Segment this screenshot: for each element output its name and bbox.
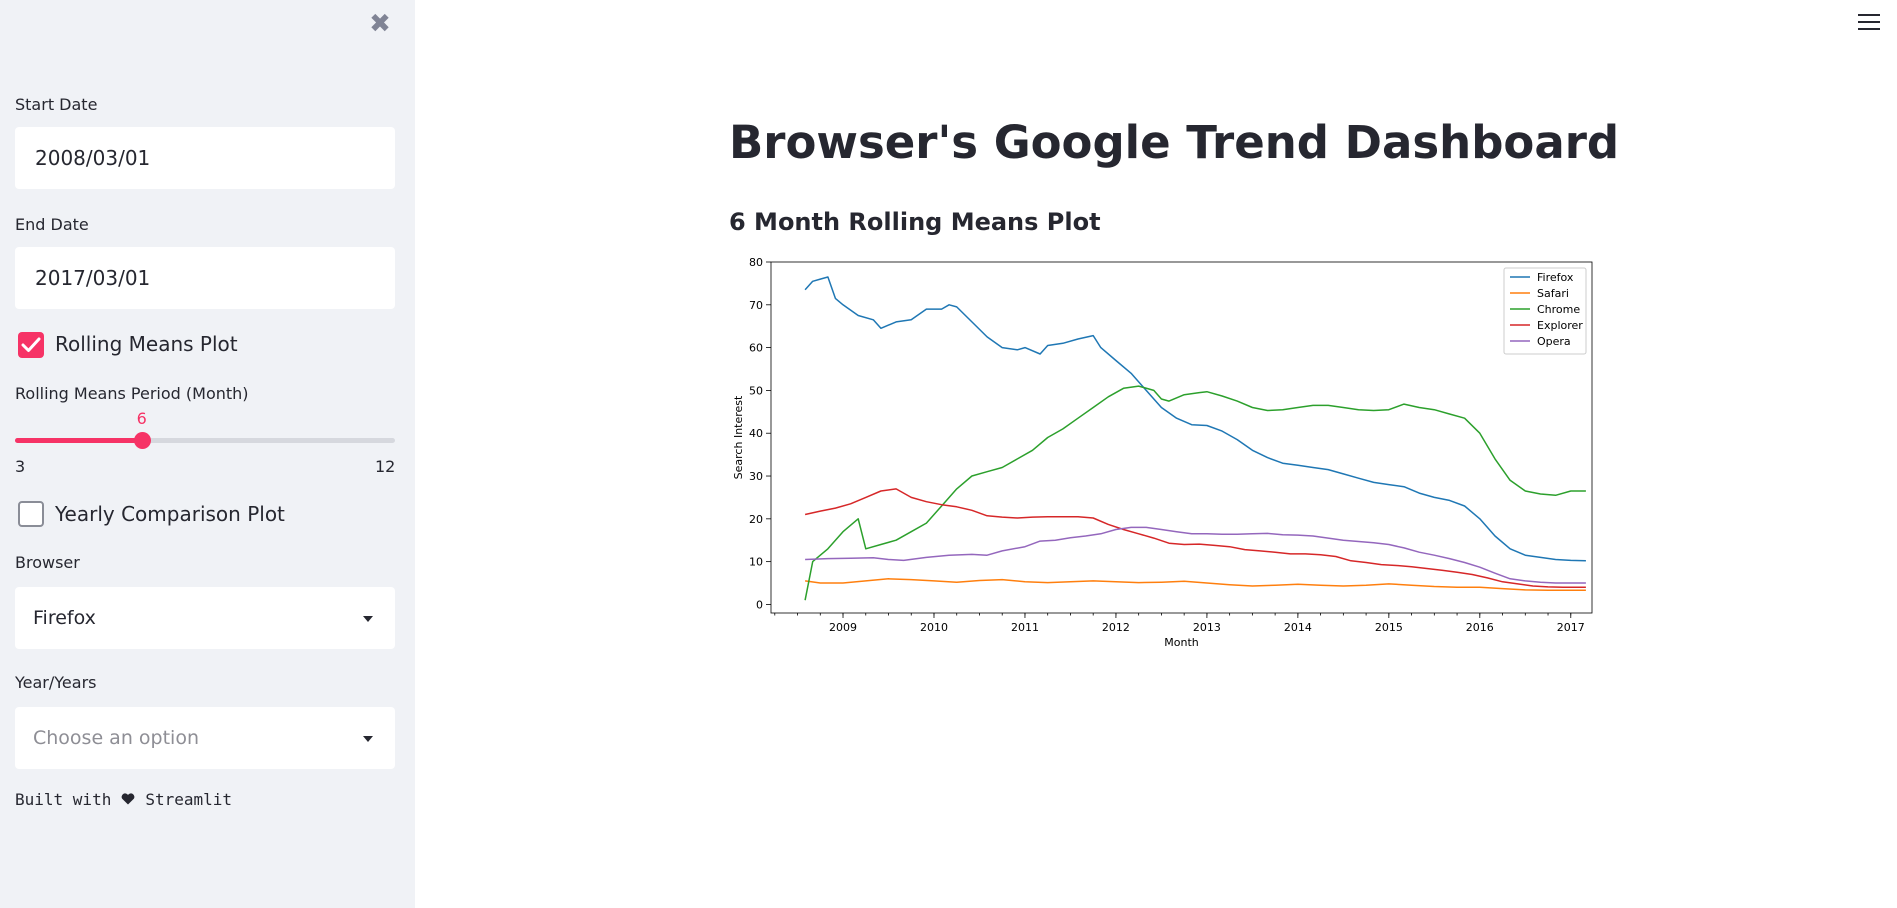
legend-label-firefox: Firefox (1537, 271, 1574, 284)
yearly-comparison-label[interactable]: Yearly Comparison Plot (55, 502, 285, 526)
page-title: Browser's Google Trend Dashboard (729, 116, 1620, 169)
y-tick-label: 10 (749, 556, 763, 569)
built-with-footer: Built with Streamlit (15, 790, 232, 809)
chart-subheader: 6 Month Rolling Means Plot (729, 208, 1101, 236)
x-tick-label: 2012 (1102, 621, 1130, 634)
y-tick-label: 60 (749, 342, 763, 355)
series-line-explorer (804, 488, 1586, 589)
legend-label-opera: Opera (1537, 335, 1571, 348)
series-line-chrome (804, 385, 1586, 601)
browser-select[interactable]: Firefox (15, 587, 395, 649)
slider-max-label: 12 (375, 457, 396, 476)
y-tick-label: 20 (749, 513, 763, 526)
slider-fill (15, 438, 142, 443)
start-date-label: Start Date (15, 95, 98, 114)
slider-thumb[interactable] (133, 432, 151, 449)
series-line-safari (804, 578, 1586, 592)
series-line-opera (805, 526, 1586, 584)
rolling-means-chart: 2009 2010 2011 2012 2013 2014 2015 2016 2017 0 10 2… (729, 252, 1599, 652)
x-tick-label: 2014 (1284, 621, 1312, 634)
legend-label-chrome: Chrome (1537, 303, 1580, 316)
y-tick-label: 30 (749, 470, 763, 483)
hamburger-menu-icon[interactable] (1858, 14, 1880, 36)
legend-label-explorer: Explorer (1537, 319, 1583, 332)
heart-icon (121, 790, 135, 809)
x-tick-label: 2016 (1466, 621, 1494, 634)
x-tick-label: 2010 (920, 621, 948, 634)
y-tick-label: 80 (749, 256, 763, 269)
legend-label-safari: Safari (1537, 287, 1569, 300)
close-sidebar-icon[interactable]: ✖ (369, 9, 391, 39)
browser-label: Browser (15, 553, 80, 572)
yearly-comparison-checkbox[interactable] (18, 501, 44, 527)
sidebar: ✖ Start Date End Date Rolling Means Plot… (0, 0, 415, 908)
chevron-down-icon (363, 736, 373, 742)
chart-svg: 2009 2010 2011 2012 2013 2014 2015 2016 2017 0 10 2… (732, 256, 1593, 649)
chevron-down-icon (363, 616, 373, 622)
x-tick-label: 2011 (1011, 621, 1039, 634)
checkmark-icon (21, 337, 41, 352)
x-tick-label: 2015 (1375, 621, 1403, 634)
y-tick-label: 40 (749, 427, 763, 440)
legend-box (1503, 267, 1587, 355)
y-tick-label: 50 (749, 384, 763, 397)
rolling-means-label[interactable]: Rolling Means Plot (55, 332, 238, 356)
x-tick-label: 2009 (829, 621, 857, 634)
x-tick-label: 2013 (1193, 621, 1221, 634)
years-select[interactable]: Choose an option (15, 707, 395, 769)
slider-value: 6 (136, 409, 147, 428)
x-axis-label: Month (1164, 636, 1199, 649)
years-label: Year/Years (15, 673, 97, 692)
rolling-means-checkbox[interactable] (18, 332, 44, 358)
y-tick-label: 0 (756, 598, 763, 611)
start-date-input[interactable] (15, 127, 395, 189)
end-date-input[interactable] (15, 247, 395, 309)
streamlit-link[interactable]: Streamlit (145, 790, 233, 809)
x-tick-label: 2017 (1557, 621, 1585, 634)
series-line-firefox (804, 276, 1586, 562)
plot-frame (770, 261, 1593, 614)
years-select-placeholder: Choose an option (33, 727, 199, 749)
built-with-text: Built with (15, 790, 112, 809)
y-tick-label: 70 (749, 299, 763, 312)
browser-select-value: Firefox (33, 607, 96, 629)
rolling-period-slider[interactable] (15, 438, 395, 443)
rolling-period-label: Rolling Means Period (Month) (15, 384, 249, 403)
slider-min-label: 3 (15, 457, 26, 476)
y-axis-label: Search Interest (732, 395, 745, 479)
end-date-label: End Date (15, 215, 89, 234)
